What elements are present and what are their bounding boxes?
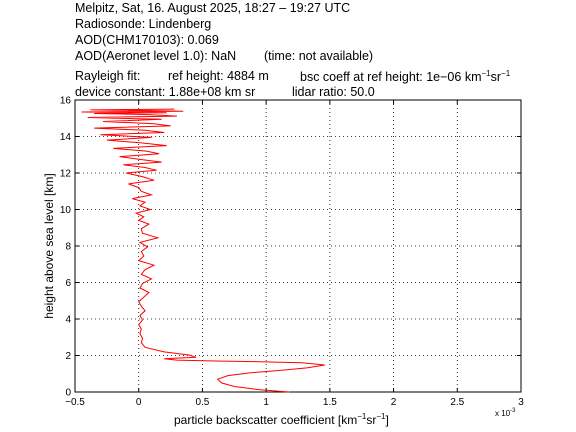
backscatter-profile-line [81, 108, 325, 393]
x-tick-label: 2.5 [450, 397, 464, 408]
y-axis-label: height above sea level [km] [42, 173, 56, 318]
y-tick-label: 6 [65, 278, 71, 289]
y-tick-label: 10 [60, 205, 72, 216]
y-tick-label: 8 [65, 242, 71, 253]
x-multiplier: x 10-3 [495, 408, 516, 418]
x-tick-label: 1 [263, 397, 269, 408]
y-tick-label: 2 [65, 351, 71, 362]
y-tick-label: 12 [60, 169, 72, 180]
ref-height: ref height: 4884 m [168, 69, 269, 83]
header-line-5: Rayleigh fit: ref height: 4884 m bsc coe… [75, 70, 510, 120]
lidar-ratio: lidar ratio: 50.0 [292, 85, 375, 99]
y-tick-label: 4 [65, 315, 71, 326]
device-constant: device constant: 1.88e+08 km sr [75, 85, 256, 99]
x-tick-label: 0 [136, 397, 142, 408]
y-tick-label: 16 [60, 96, 72, 107]
header-line-2: Radiosonde: Lindenberg [75, 17, 212, 31]
x-tick-label: −0.5 [65, 397, 85, 408]
rayleigh-fit-label: Rayleigh fit: [75, 69, 141, 83]
y-tick-label: 14 [60, 132, 72, 143]
x-tick-label: 2 [391, 397, 397, 408]
grid [75, 100, 521, 392]
y-tick-labels: 0 2 4 6 8 10 12 14 16 [60, 96, 72, 399]
x-tick-label: 1.5 [323, 397, 337, 408]
bsc-coeff-ref: bsc coeff at ref height: 1e−06 km−1sr−1 [300, 69, 511, 85]
x-tick-labels: −0.5 0 0.5 1 1.5 2 2.5 3 [65, 397, 524, 408]
x-axis-label: particle backscatter coefficient [km−1sr… [174, 412, 389, 427]
ticks [74, 99, 522, 393]
x-tick-label: 0.5 [195, 397, 209, 408]
plot-frame [74, 99, 522, 393]
aeronet-time: (time: not available) [264, 49, 374, 63]
header-line-3: AOD(CHM170103): 0.069 [75, 33, 219, 47]
aeronet-aod: AOD(Aeronet level 1.0): NaN [75, 49, 237, 63]
header-line-4: AOD(Aeronet level 1.0): NaN (time: not a… [75, 50, 373, 88]
header-line-6: device constant: 1.88e+08 km sr lidar ra… [75, 86, 375, 124]
header-line-1: Melpitz, Sat, 16. August 2025, 18:27 – 1… [75, 1, 351, 15]
y-tick-label: 0 [65, 388, 71, 399]
x-tick-label: 3 [518, 397, 524, 408]
